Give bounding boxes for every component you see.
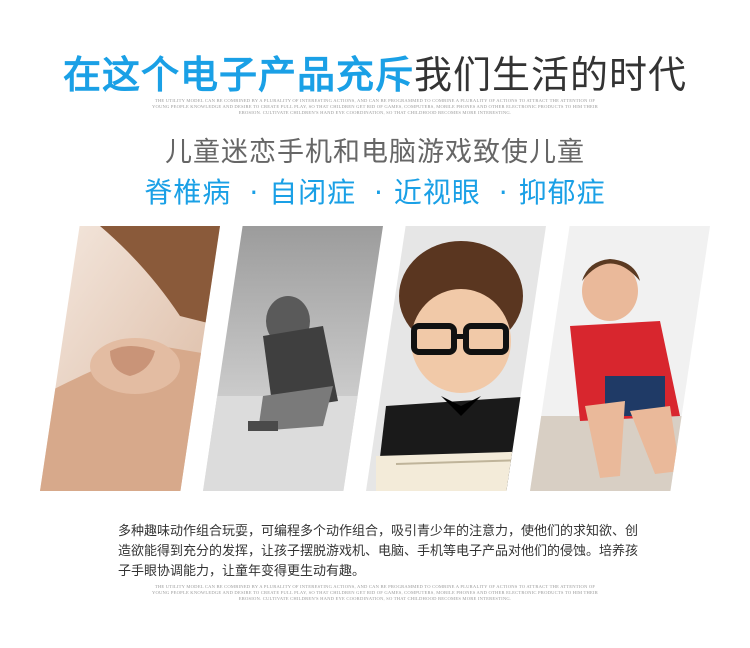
photo-boy-glasses-book	[366, 226, 546, 491]
photo-neck-pain	[40, 226, 220, 491]
symptom-myopia: · 近视眼	[374, 176, 481, 209]
fineprint-bottom: THE UTILITY MODEL CAN BE COMBINED BY A P…	[151, 584, 599, 601]
subheadline: 儿童迷恋手机和电脑游戏致使儿童	[165, 137, 585, 168]
photo-sad-boy-red-shirt	[530, 226, 710, 491]
symptom-spine: 脊椎病	[144, 176, 232, 209]
description-text: 多种趣味动作组合玩耍，可编程多个动作组合，吸引青少年的注意力，使他们的求知欲、创…	[118, 524, 639, 579]
fineprint-top: THE UTILITY MODEL CAN BE COMBINED BY A P…	[151, 98, 599, 115]
symptom-depression: · 抑郁症	[498, 176, 606, 209]
symptom-autism: · 自闭症	[249, 176, 357, 209]
headline-highlight: 在这个电子产品充斥	[62, 53, 414, 97]
photo-strip	[40, 226, 710, 491]
symptom-list: 脊椎病 · 自闭症 · 近视眼 · 抑郁症	[0, 171, 750, 211]
photo-sad-child-grayscale	[203, 226, 383, 491]
page-headline: 在这个电子产品充斥我们生活的时代	[0, 44, 750, 99]
headline-rest: 我们生活的时代	[414, 53, 688, 97]
